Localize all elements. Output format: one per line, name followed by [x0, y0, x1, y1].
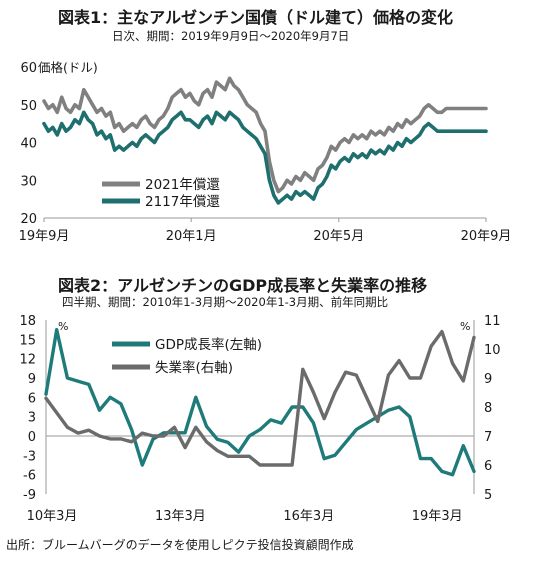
- chart1-plot: 19年9月 20年1月 20年5月 20年9月 20 30 40 50 60 価格(ドル) 2021…: [19, 60, 512, 244]
- chart1-series-line-2: [42, 110, 488, 205]
- chart2-plot: -9 -6 -3 0 3 6 9 12 15 18 5 6 7 8 9 10 11% % 10年3月 13年3月 16年…: [19, 314, 501, 524]
- chart2-right-tick-label: 6: [484, 459, 492, 474]
- chart2-right-tick-label: 7: [484, 430, 492, 445]
- chart2-right-tick-label: 11: [484, 314, 501, 329]
- chart2-x-tick-label: 16年3月: [283, 509, 334, 524]
- chart1-y-tick-label: 30: [20, 174, 37, 189]
- chart2-left-unit: %: [58, 320, 68, 333]
- chart2-right-unit: %: [460, 320, 470, 333]
- chart2-left-tick-label: -6: [23, 469, 36, 484]
- chart2-x-tick-label: 13年3月: [155, 509, 206, 524]
- chart2-right-tick-label: 5: [484, 488, 492, 503]
- chart2-left-tick-label: 6: [28, 391, 36, 406]
- chart2-left-tick-label: 18: [19, 314, 36, 329]
- chart2-subtitle: 四半期、期間：2010年1-3月期～2020年1-3月期、前年同期比: [62, 295, 389, 309]
- chart1-legend-label: 2021年償還: [145, 177, 220, 193]
- chart1-x-tick-label: 20年1月: [166, 229, 217, 244]
- source-note: 出所：ブルームバーグのデータを使用しピクテ投信投資顧問作成: [6, 538, 354, 552]
- chart1-legend-label: 2117年償還: [145, 194, 220, 210]
- chart2-left-tick-label: 9: [28, 372, 36, 387]
- chart2-left-tick-label: 12: [19, 353, 36, 368]
- chart1-x-tick-label: 20年9月: [461, 229, 512, 244]
- chart2-right-tick-label: 8: [484, 401, 492, 416]
- chart1-series-line-1: [42, 76, 488, 194]
- chart2-x-tick-label: 19年3月: [412, 509, 463, 524]
- chart2-left-tick-label: 15: [19, 333, 36, 348]
- chart1-subtitle: 日次、期間：2019年9月9日～2020年9月7日: [112, 29, 350, 43]
- chart2-left-tick-label: 3: [28, 411, 36, 426]
- chart1-x-tick-label: 19年9月: [19, 229, 70, 244]
- chart1-x-tick-label: 20年5月: [313, 229, 364, 244]
- chart2-left-tick-label: -9: [23, 488, 36, 503]
- chart1-title: 図表1：主なアルゼンチン国債（ドル建て）価格の変化: [58, 8, 453, 27]
- chart2-series-line-1: [44, 328, 476, 477]
- chart1-y-tick-label: 20: [20, 212, 37, 227]
- chart2-left-tick-label: -3: [23, 449, 36, 464]
- chart2-right-tick-label: 10: [484, 343, 501, 358]
- chart2-left-tick-label: 0: [28, 430, 36, 445]
- chart2-legend-label: 失業率(右軸): [155, 359, 233, 376]
- chart1-y-axis-label: 価格(ドル): [38, 60, 98, 75]
- chart2-right-tick-label: 9: [484, 372, 492, 387]
- chart1-y-tick-label: 40: [20, 137, 37, 152]
- chart1-y-tick-label: 50: [20, 99, 37, 114]
- chart2-x-tick-label: 10年3月: [27, 509, 78, 524]
- chart2-title: 図表2：アルゼンチンのGDP成長率と失業率の推移: [58, 276, 428, 295]
- chart2-series-line-2: [44, 329, 476, 467]
- chart1-y-tick-label: 60: [20, 61, 37, 76]
- chart2-legend-label: GDP成長率(左軸): [155, 336, 262, 353]
